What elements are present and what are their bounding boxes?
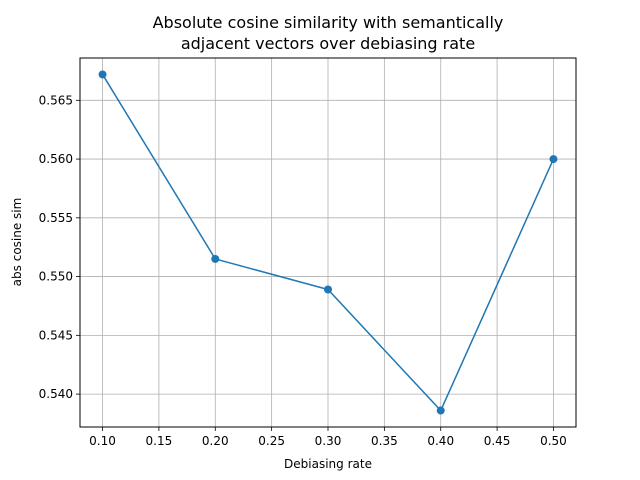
x-axis-label: Debiasing rate (284, 457, 372, 471)
data-point (324, 285, 332, 294)
grid (80, 58, 576, 427)
data-point (98, 70, 107, 79)
x-tick-label: 0.50 (540, 434, 567, 448)
chart-title: Absolute cosine similarity with semantic… (153, 13, 504, 53)
y-tick-label: 0.560 (39, 152, 73, 166)
x-tick-label: 0.45 (484, 434, 511, 448)
chart-title-line-2: adjacent vectors over debiasing rate (181, 34, 475, 53)
x-tick-label: 0.15 (146, 434, 173, 448)
axes-frame (79, 57, 577, 428)
y-tick-label: 0.545 (39, 328, 73, 342)
x-axis-ticks: 0.10 0.15 0.20 0.25 0.30 0.35 0.40 0.45 0.50 (89, 427, 567, 448)
y-tick-label: 0.540 (39, 387, 73, 401)
x-tick-label: 0.30 (315, 434, 342, 448)
x-tick-label: 0.20 (202, 434, 229, 448)
x-tick-label: 0.35 (371, 434, 398, 448)
y-axis-ticks: 0.540 0.545 0.550 0.555 0.560 0.565 (39, 93, 80, 401)
data-point (211, 254, 220, 263)
y-tick-label: 0.550 (39, 270, 73, 284)
y-tick-label: 0.565 (39, 93, 73, 107)
series-group (98, 70, 558, 415)
chart-title-line-1: Absolute cosine similarity with semantic… (153, 13, 504, 32)
data-point (436, 406, 445, 415)
x-tick-label: 0.40 (427, 434, 454, 448)
data-point (549, 155, 558, 164)
x-tick-label: 0.25 (258, 434, 285, 448)
x-tick-label: 0.10 (89, 434, 116, 448)
y-tick-label: 0.555 (39, 211, 73, 225)
y-axis-label: abs cosine sim (10, 198, 24, 287)
